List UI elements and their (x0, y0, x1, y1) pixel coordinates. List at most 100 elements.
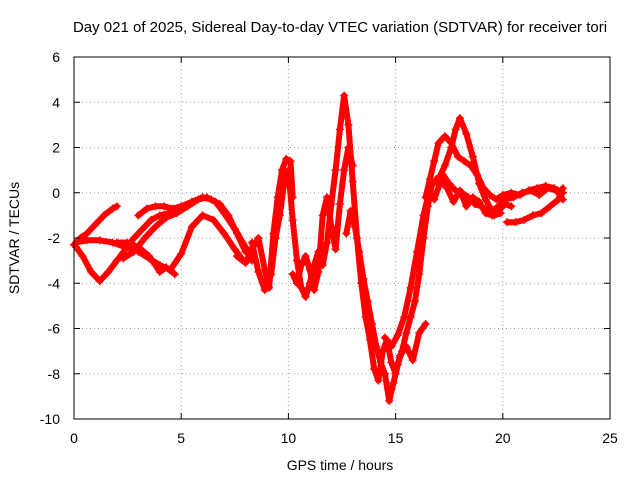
data-point (112, 238, 121, 247)
data-point (224, 211, 233, 220)
series-markers-arc-10 (318, 91, 430, 385)
data-point (344, 120, 353, 129)
data-point (327, 200, 336, 209)
y-tick-label: -2 (48, 230, 61, 246)
data-point (402, 329, 411, 338)
y-tick-label: 2 (52, 140, 60, 156)
x-tick-label: 5 (177, 430, 185, 446)
data-point (335, 200, 344, 209)
data-point (350, 222, 359, 231)
data-point (142, 204, 151, 213)
data-point (500, 200, 509, 209)
data-point (455, 114, 464, 123)
data-point (408, 356, 417, 365)
data-point (151, 261, 160, 270)
data-point (310, 286, 319, 295)
data-point (543, 184, 552, 193)
data-point (95, 276, 104, 285)
data-point (372, 342, 381, 351)
y-tick-label: -4 (48, 275, 61, 291)
data-point (370, 365, 379, 374)
y-axis-label: SDTVAR / TECUs (6, 182, 22, 294)
data-point (406, 283, 415, 292)
data-point (155, 211, 164, 220)
data-point (494, 206, 503, 215)
data-point (455, 186, 464, 195)
data-point (492, 195, 501, 204)
data-point (318, 261, 327, 270)
data-point (119, 254, 128, 263)
data-point (398, 347, 407, 356)
y-tick-label: 0 (52, 185, 60, 201)
data-point (232, 229, 241, 238)
data-point (151, 202, 160, 211)
data-point (359, 274, 368, 283)
data-point (305, 265, 314, 274)
data-point (449, 197, 458, 206)
y-tick-label: 4 (52, 94, 60, 110)
data-point (389, 378, 398, 387)
data-point (292, 279, 301, 288)
data-point (322, 238, 331, 247)
data-point (170, 270, 179, 279)
data-point (198, 211, 207, 220)
data-point (380, 333, 389, 342)
data-point (518, 188, 527, 197)
data-point (468, 193, 477, 202)
data-point (82, 229, 91, 238)
data-point (286, 157, 295, 166)
data-point (72, 238, 81, 247)
data-point (421, 193, 430, 202)
data-point (254, 267, 263, 276)
data-point (95, 236, 104, 245)
data-point (415, 270, 424, 279)
data-point (198, 193, 207, 202)
data-point (254, 234, 263, 242)
data-point (340, 166, 349, 175)
data-point (112, 256, 121, 265)
data-point (481, 195, 490, 204)
data-point (413, 247, 422, 256)
data-point (335, 125, 344, 134)
data-point (410, 297, 419, 306)
series-markers-arc-16 (503, 184, 567, 227)
data-point (340, 91, 349, 100)
data-point (462, 202, 471, 211)
data-point (297, 283, 306, 292)
x-tick-label: 20 (495, 430, 511, 446)
data-point (421, 319, 430, 328)
x-tick-label: 25 (602, 430, 618, 446)
data-point (260, 286, 269, 295)
data-point (282, 154, 291, 163)
data-point (387, 358, 396, 367)
data-point (488, 211, 497, 220)
series-trace-arc-8 (249, 167, 322, 300)
data-point (314, 267, 323, 276)
data-point (108, 204, 117, 213)
x-tick-label: 0 (70, 430, 78, 446)
data-point (503, 218, 512, 227)
data-point (342, 229, 351, 238)
data-point (475, 197, 484, 206)
data-point (318, 211, 327, 220)
data-point (301, 292, 310, 301)
data-point (140, 234, 149, 242)
data-point (288, 270, 297, 279)
data-point (526, 186, 535, 195)
y-tick-label: -8 (48, 366, 61, 382)
series-trace-arc-4 (113, 239, 178, 278)
data-point (104, 267, 113, 276)
y-tick-label: -6 (48, 321, 61, 337)
data-point (220, 229, 229, 238)
data-point (475, 179, 484, 188)
data-point (138, 224, 147, 233)
data-point (430, 195, 439, 204)
series-markers-arc-6 (134, 193, 250, 256)
x-tick-label: 10 (281, 430, 297, 446)
data-point (387, 342, 396, 351)
data-point (509, 193, 518, 202)
data-point (385, 396, 394, 405)
data-point (430, 157, 439, 166)
data-point (301, 252, 310, 261)
data-point (241, 258, 250, 267)
